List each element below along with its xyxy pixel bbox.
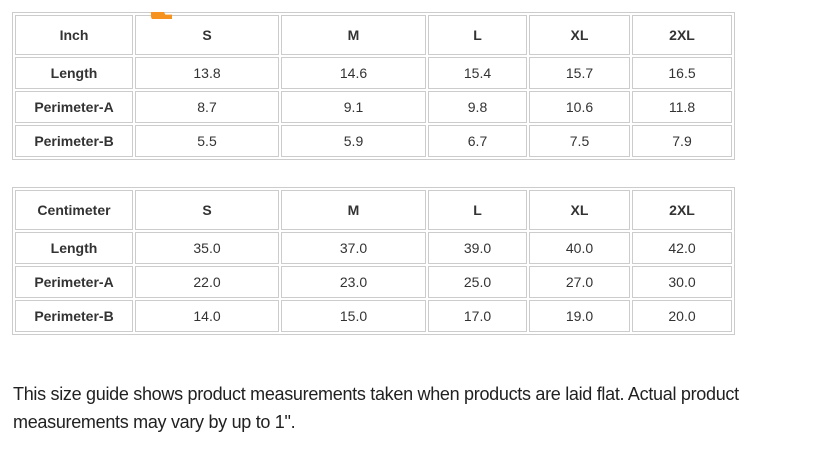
measurement-cell: 9.1 (281, 91, 426, 123)
table-row: Perimeter-A 8.7 9.1 9.8 10.6 11.8 (15, 91, 732, 123)
row-label: Perimeter-A (15, 266, 133, 298)
size-column-header: S (135, 15, 279, 55)
size-column-header: XL (529, 15, 630, 55)
table-row: Length 13.8 14.6 15.4 15.7 16.5 (15, 57, 732, 89)
measurement-cell: 6.7 (428, 125, 527, 157)
measurement-cell: 11.8 (632, 91, 732, 123)
measurement-cell: 19.0 (529, 300, 630, 332)
table-row: Length 35.0 37.0 39.0 40.0 42.0 (15, 232, 732, 264)
measurement-cell: 15.4 (428, 57, 527, 89)
measurement-cell: 7.5 (529, 125, 630, 157)
size-guide-note: This size guide shows product measuremen… (13, 384, 739, 432)
unit-header-cell: Inch (15, 15, 133, 55)
size-column-header: XL (529, 190, 630, 230)
measurement-cell: 9.8 (428, 91, 527, 123)
table-header-row: Centimeter S M L XL 2XL (15, 190, 732, 230)
measurement-cell: 37.0 (281, 232, 426, 264)
measurement-cell: 23.0 (281, 266, 426, 298)
measurement-cell: 5.9 (281, 125, 426, 157)
size-column-header: M (281, 190, 426, 230)
measurement-cell: 14.0 (135, 300, 279, 332)
size-column-header: L (428, 190, 527, 230)
table-row: Perimeter-A 22.0 23.0 25.0 27.0 30.0 (15, 266, 732, 298)
size-column-header: 2XL (632, 15, 732, 55)
size-column-header: 2XL (632, 190, 732, 230)
row-label: Length (15, 232, 133, 264)
measurement-cell: 17.0 (428, 300, 527, 332)
size-column-header: L (428, 15, 527, 55)
row-label: Length (15, 57, 133, 89)
measurement-cell: 15.7 (529, 57, 630, 89)
size-column-header: M (281, 15, 426, 55)
row-label: Perimeter-B (15, 125, 133, 157)
measurement-cell: 35.0 (135, 232, 279, 264)
measurement-cell: 8.7 (135, 91, 279, 123)
measurement-cell: 7.9 (632, 125, 732, 157)
measurement-cell: 10.6 (529, 91, 630, 123)
table-row: Perimeter-B 5.5 5.9 6.7 7.5 7.9 (15, 125, 732, 157)
measurement-cell: 20.0 (632, 300, 732, 332)
measurement-cell: 14.6 (281, 57, 426, 89)
measurement-cell: 27.0 (529, 266, 630, 298)
size-column-header: S (135, 190, 279, 230)
measurement-cell: 39.0 (428, 232, 527, 264)
unit-header-cell: Centimeter (15, 190, 133, 230)
row-label: Perimeter-A (15, 91, 133, 123)
measurement-cell: 13.8 (135, 57, 279, 89)
measurement-cell: 30.0 (632, 266, 732, 298)
table-header-row: Inch S M L XL 2XL (15, 15, 732, 55)
measurement-cell: 25.0 (428, 266, 527, 298)
measurement-cell: 16.5 (632, 57, 732, 89)
row-label: Perimeter-B (15, 300, 133, 332)
size-table-inch: Inch S M L XL 2XL Length 13.8 14.6 15.4 … (12, 12, 735, 160)
table-row: Perimeter-B 14.0 15.0 17.0 19.0 20.0 (15, 300, 732, 332)
measurement-cell: 22.0 (135, 266, 279, 298)
size-table-centimeter: Centimeter S M L XL 2XL Length 35.0 37.0… (12, 187, 735, 335)
measurement-cell: 5.5 (135, 125, 279, 157)
cutoff-heading-fragment (151, 12, 172, 19)
measurement-cell: 40.0 (529, 232, 630, 264)
measurement-cell: 42.0 (632, 232, 732, 264)
measurement-cell: 15.0 (281, 300, 426, 332)
